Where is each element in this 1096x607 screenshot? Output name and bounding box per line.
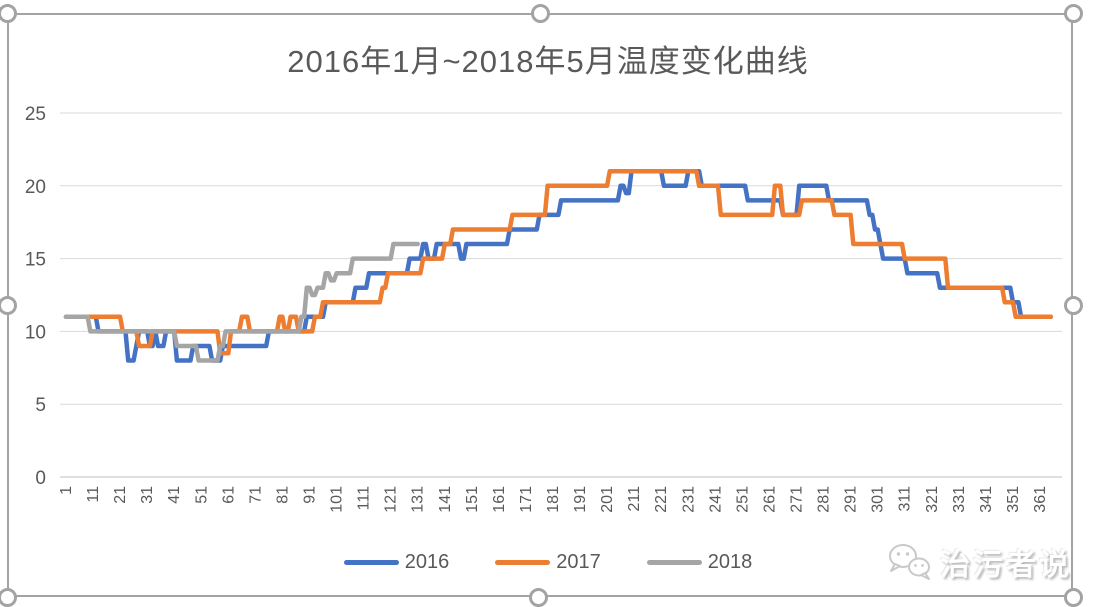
chart-legend: 2016 2017 2018 xyxy=(0,551,1096,574)
resize-handle-bottom-center[interactable] xyxy=(529,588,548,607)
legend-item-2016[interactable]: 2016 xyxy=(343,551,450,574)
svg-text:311: 311 xyxy=(897,486,914,512)
svg-text:5: 5 xyxy=(35,395,46,416)
watermark: 治污者说 xyxy=(886,540,1072,584)
svg-text:271: 271 xyxy=(789,486,806,513)
svg-text:341: 341 xyxy=(978,486,995,513)
svg-text:231: 231 xyxy=(680,486,697,513)
x-axis-tick-labels[interactable]: 1 11 21 31 41 51 61 71 81 91 101 111 121 131 141 151 161… xyxy=(58,486,1049,513)
svg-text:331: 331 xyxy=(951,486,968,513)
resize-handle-top-left[interactable] xyxy=(0,4,17,23)
svg-text:171: 171 xyxy=(518,486,535,513)
resize-handle-bottom-right[interactable] xyxy=(1064,588,1083,607)
svg-text:301: 301 xyxy=(870,486,887,513)
svg-text:251: 251 xyxy=(734,486,751,513)
svg-text:261: 261 xyxy=(761,486,778,513)
svg-text:91: 91 xyxy=(302,486,319,504)
svg-text:351: 351 xyxy=(1005,486,1022,513)
svg-text:25: 25 xyxy=(25,104,46,125)
watermark-text: 治污者说 xyxy=(940,549,1072,582)
chart-title[interactable]: 2016年1月~2018年5月温度变化曲线 xyxy=(287,44,809,79)
resize-handle-top-center[interactable] xyxy=(531,4,550,23)
svg-text:291: 291 xyxy=(843,486,860,513)
svg-text:131: 131 xyxy=(410,486,427,513)
svg-text:20: 20 xyxy=(25,177,46,198)
y-axis-tick-labels[interactable]: 0 5 10 15 20 25 xyxy=(25,104,46,489)
series-line-2018[interactable] xyxy=(63,241,420,363)
svg-text:201: 201 xyxy=(599,486,616,513)
svg-text:151: 151 xyxy=(464,486,481,513)
svg-text:321: 321 xyxy=(924,486,941,513)
svg-text:111: 111 xyxy=(356,486,373,510)
resize-handle-middle-right[interactable] xyxy=(1064,296,1083,315)
svg-text:15: 15 xyxy=(25,250,46,271)
svg-text:31: 31 xyxy=(139,486,156,504)
svg-text:101: 101 xyxy=(329,486,346,513)
svg-text:281: 281 xyxy=(816,486,833,513)
svg-text:211: 211 xyxy=(626,486,643,512)
svg-text:191: 191 xyxy=(572,486,589,513)
wechat-icon xyxy=(889,544,930,580)
svg-text:141: 141 xyxy=(437,486,454,513)
svg-text:51: 51 xyxy=(193,486,210,504)
legend-item-2017[interactable]: 2017 xyxy=(495,551,601,574)
svg-text:81: 81 xyxy=(274,486,291,504)
legend-label: 2018 xyxy=(707,551,753,573)
svg-text:181: 181 xyxy=(545,486,562,513)
svg-text:11: 11 xyxy=(85,486,102,503)
svg-text:361: 361 xyxy=(1032,486,1049,513)
svg-text:121: 121 xyxy=(383,486,400,513)
legend-label: 2017 xyxy=(556,551,601,573)
svg-text:10: 10 xyxy=(25,322,46,343)
svg-text:41: 41 xyxy=(166,486,183,504)
legend-label: 2016 xyxy=(404,551,450,573)
svg-text:21: 21 xyxy=(112,486,129,504)
legend-item-2018[interactable]: 2018 xyxy=(646,551,753,574)
svg-text:221: 221 xyxy=(653,486,670,513)
svg-text:161: 161 xyxy=(491,486,508,513)
svg-text:1: 1 xyxy=(58,486,75,495)
svg-text:61: 61 xyxy=(220,486,237,504)
svg-text:241: 241 xyxy=(707,486,724,513)
legend-line-swatch-2017 xyxy=(495,560,551,565)
svg-text:71: 71 xyxy=(247,486,264,504)
resize-handle-bottom-left[interactable] xyxy=(0,588,17,607)
resize-handle-top-right[interactable] xyxy=(1064,4,1083,23)
gridlines xyxy=(60,112,1062,478)
resize-handle-middle-left[interactable] xyxy=(0,296,17,315)
legend-line-swatch-2016 xyxy=(343,560,399,565)
legend-line-swatch-2018 xyxy=(646,560,702,565)
svg-text:0: 0 xyxy=(35,468,46,489)
